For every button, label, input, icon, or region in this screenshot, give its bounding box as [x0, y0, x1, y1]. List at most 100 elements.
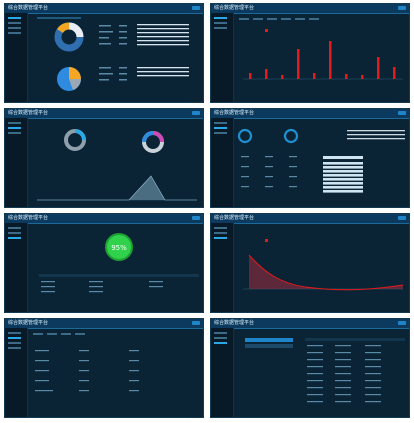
ring-chart	[283, 128, 299, 144]
table-header	[305, 338, 405, 341]
sidebar-item[interactable]	[214, 227, 227, 229]
sidebar	[5, 118, 28, 207]
table-rows	[41, 281, 163, 293]
panel-form-table: 综合数据管理平台	[4, 318, 204, 418]
bar-chart-graphics	[239, 18, 403, 80]
overview-graphics	[37, 17, 189, 91]
settings-icon[interactable]	[192, 321, 200, 325]
content-area	[29, 120, 200, 204]
settings-icon[interactable]	[192, 216, 200, 220]
top-bar: 综合数据管理平台	[5, 214, 203, 224]
legend-marker	[265, 239, 268, 242]
content-area	[29, 15, 200, 99]
app-title: 综合数据管理平台	[8, 5, 49, 11]
sidebar-item[interactable]	[214, 232, 227, 234]
top-bar: 综合数据管理平台	[5, 4, 203, 14]
content-area: 95%	[29, 225, 200, 309]
status-circle	[105, 233, 133, 261]
settings-icon[interactable]	[398, 6, 406, 10]
decay-graphics	[243, 239, 404, 291]
panel-rings-table: 综合数据管理平台	[210, 108, 410, 208]
sidebar-item[interactable]	[214, 332, 227, 334]
form-table-graphics	[33, 333, 139, 392]
sidebar-item[interactable]	[214, 122, 227, 124]
area-series	[37, 176, 197, 200]
top-bar: 综合数据管理平台	[5, 319, 203, 329]
rings-table-graphics	[237, 128, 405, 193]
settings-icon[interactable]	[192, 6, 200, 10]
panel-status-circle: 综合数据管理平台 95%	[4, 213, 204, 313]
sidebar-item[interactable]	[214, 22, 227, 24]
top-bar: 综合数据管理平台	[5, 109, 203, 119]
sidebar-item[interactable]	[8, 342, 21, 344]
progress-bars	[347, 130, 405, 140]
top-bar: 综合数据管理平台	[211, 319, 409, 329]
sidebar-item[interactable]	[8, 332, 21, 334]
sidebar-item[interactable]	[8, 127, 21, 129]
panel-decay-chart: 综合数据管理平台	[210, 213, 410, 313]
pie-slice	[69, 79, 81, 90]
donut-slice	[74, 129, 86, 141]
text-lines	[99, 25, 127, 81]
legend-marker	[265, 29, 268, 32]
sidebar-item[interactable]	[8, 337, 21, 339]
sidebar	[211, 118, 234, 207]
sidebar-item[interactable]	[214, 337, 227, 339]
sidebar-item[interactable]	[8, 17, 21, 19]
tab	[37, 17, 81, 19]
table-rows	[323, 162, 363, 193]
panel-list-table: 综合数据管理平台	[210, 318, 410, 418]
line-series	[248, 254, 404, 291]
sidebar-item[interactable]	[8, 237, 21, 239]
text-lines	[241, 156, 297, 188]
ring-chart	[237, 128, 253, 144]
sidebar-item[interactable]	[8, 227, 21, 229]
app-title: 综合数据管理平台	[8, 320, 49, 326]
sidebar-item[interactable]	[214, 342, 227, 344]
area-outline	[37, 175, 197, 201]
content-area	[235, 15, 406, 99]
sidebar-item[interactable]	[8, 347, 21, 349]
panel-donut-area: 综合数据管理平台	[4, 108, 204, 208]
sidebar	[5, 13, 28, 102]
settings-icon[interactable]	[398, 321, 406, 325]
sidebar-item[interactable]	[8, 27, 21, 29]
settings-icon[interactable]	[398, 111, 406, 115]
app-title: 综合数据管理平台	[214, 5, 255, 11]
sidebar	[5, 223, 28, 312]
app-title: 综合数据管理平台	[214, 320, 255, 326]
sidebar-item[interactable]	[214, 27, 227, 29]
list-table-graphics	[245, 338, 405, 403]
sidebar	[211, 223, 234, 312]
status-graphics: 95%	[39, 233, 199, 293]
sidebar-item[interactable]	[214, 132, 227, 134]
filter-row	[33, 333, 85, 335]
bars	[249, 41, 396, 79]
sidebar-item[interactable]	[214, 237, 227, 239]
pie-slice	[69, 67, 81, 79]
sidebar-item[interactable]	[214, 17, 227, 19]
top-bar: 综合数据管理平台	[211, 214, 409, 224]
settings-icon[interactable]	[192, 111, 200, 115]
sidebar-item[interactable]	[8, 232, 21, 234]
donut-area-graphics	[37, 129, 197, 201]
sidebar-item[interactable]	[214, 127, 227, 129]
app-title: 综合数据管理平台	[8, 215, 49, 221]
donut-slice	[152, 131, 164, 143]
list-item	[245, 344, 293, 348]
sidebar-item[interactable]	[8, 132, 21, 134]
donut-slice	[57, 22, 70, 34]
sidebar-item[interactable]	[8, 22, 21, 24]
area-series	[249, 255, 403, 290]
top-bar: 综合数据管理平台	[211, 4, 409, 14]
donut-slice	[68, 22, 84, 38]
settings-icon[interactable]	[398, 216, 406, 220]
sidebar-item[interactable]	[8, 32, 21, 34]
content-area	[235, 330, 406, 414]
sidebar-item[interactable]	[8, 122, 21, 124]
top-bar: 综合数据管理平台	[211, 109, 409, 119]
status-value: 95%	[111, 244, 127, 252]
donut-slice	[142, 131, 154, 143]
sidebar	[5, 328, 28, 417]
